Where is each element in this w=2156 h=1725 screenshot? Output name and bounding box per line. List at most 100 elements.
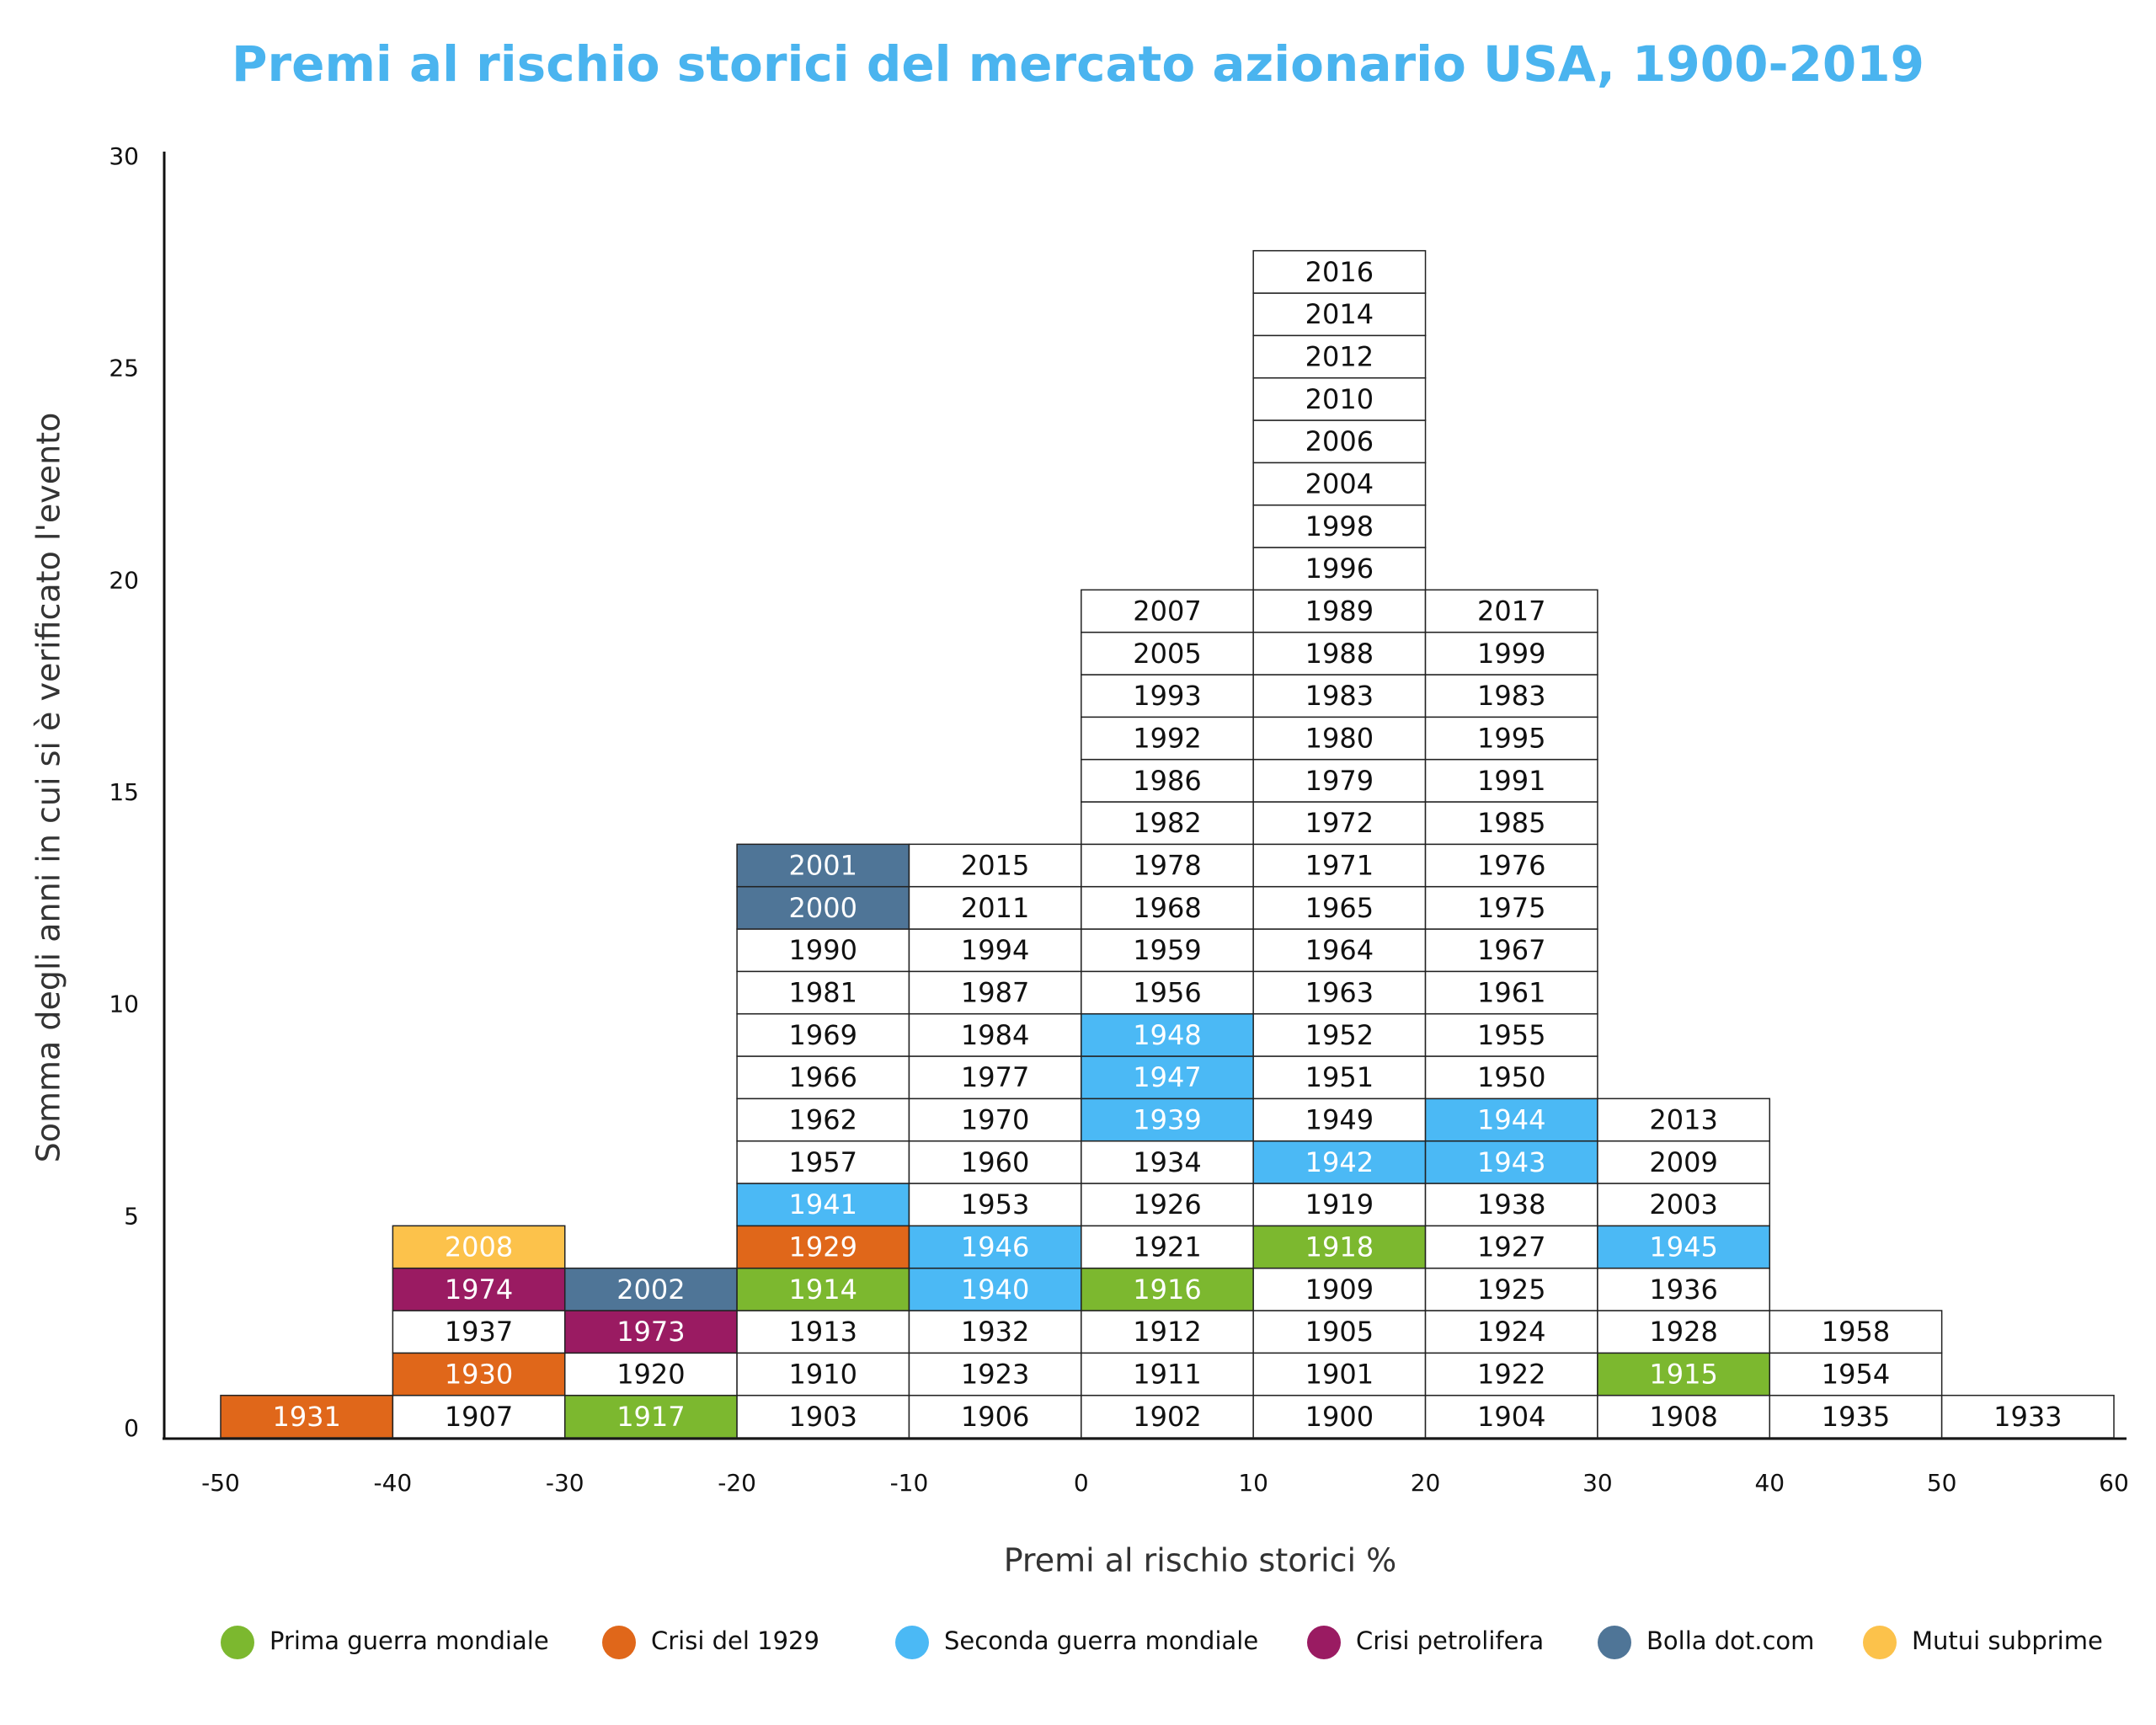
x-tick-label: 50 <box>1927 1469 1957 1497</box>
year-box <box>736 1267 910 1311</box>
year-box <box>392 1310 566 1354</box>
legend-marker <box>1307 1626 1341 1659</box>
year-label: 1941 <box>789 1188 857 1220</box>
year-label: 1909 <box>1305 1274 1374 1306</box>
legend-marker <box>602 1626 636 1659</box>
year-label: 1925 <box>1477 1274 1545 1306</box>
year-label: 1940 <box>961 1274 1029 1306</box>
year-box <box>1252 249 1427 294</box>
year-label: 1926 <box>1133 1188 1201 1220</box>
year-label: 1939 <box>1133 1104 1201 1136</box>
year-label: 1916 <box>1133 1274 1201 1306</box>
year-label: 2000 <box>789 892 857 924</box>
year-box <box>1252 1310 1427 1354</box>
year-label: 1930 <box>445 1359 513 1391</box>
year-label: 1955 <box>1477 1019 1545 1051</box>
year-box <box>1081 1394 1254 1439</box>
year-label: 1993 <box>1133 680 1201 712</box>
year-label: 1945 <box>1649 1231 1717 1263</box>
year-label: 1983 <box>1305 680 1374 712</box>
year-label: 1968 <box>1133 892 1201 924</box>
year-label: 1932 <box>961 1316 1029 1348</box>
legend-label: Crisi petrolifera <box>1356 1626 1544 1655</box>
year-box <box>736 843 910 888</box>
year-box <box>1081 1097 1254 1142</box>
year-label: 1907 <box>445 1401 513 1433</box>
x-axis-title: Premi al rischio storici % <box>1004 1542 1397 1579</box>
year-label: 1959 <box>1133 934 1201 966</box>
year-label: 1969 <box>789 1019 857 1051</box>
year-label: 1919 <box>1305 1188 1374 1220</box>
year-box <box>1081 801 1254 846</box>
year-label: 1920 <box>616 1359 685 1391</box>
year-label: 1943 <box>1477 1146 1545 1178</box>
year-label: 2003 <box>1649 1188 1717 1220</box>
year-box <box>563 1352 738 1397</box>
y-tick-label: 25 <box>109 355 139 382</box>
year-box <box>1940 1394 2115 1439</box>
year-box <box>908 843 1082 888</box>
legend-label: Seconda guerra mondiale <box>944 1626 1258 1655</box>
year-label: 1908 <box>1649 1401 1717 1433</box>
legend-label: Bolla dot.com <box>1646 1626 1814 1655</box>
year-box <box>1081 674 1254 718</box>
year-label: 1928 <box>1649 1316 1717 1348</box>
year-label: 1986 <box>1133 765 1201 797</box>
year-box <box>908 1140 1082 1184</box>
legend-label: Prima guerra mondiale <box>270 1626 549 1655</box>
year-box <box>1252 1183 1427 1227</box>
year-box <box>908 1097 1082 1142</box>
x-tick-label: 0 <box>1074 1469 1089 1497</box>
year-box <box>392 1225 566 1269</box>
year-box <box>736 1140 910 1184</box>
year-label: 1923 <box>961 1359 1029 1391</box>
year-label: 1936 <box>1649 1274 1717 1306</box>
year-box <box>1769 1352 1943 1397</box>
year-box <box>1597 1097 1771 1142</box>
year-label: 1976 <box>1477 850 1545 882</box>
year-label: 1918 <box>1305 1231 1374 1263</box>
legend-marker <box>221 1626 254 1659</box>
year-label: 1983 <box>1477 680 1545 712</box>
year-box <box>1424 1225 1598 1269</box>
year-box <box>1252 1140 1427 1184</box>
year-box <box>1081 1352 1254 1397</box>
year-label: 2001 <box>789 850 857 882</box>
legend-label: Crisi del 1929 <box>651 1626 819 1655</box>
year-label: 1991 <box>1477 765 1545 797</box>
year-label: 1953 <box>961 1188 1029 1220</box>
year-box <box>1252 419 1427 464</box>
year-box <box>1424 758 1598 803</box>
year-label: 1985 <box>1477 807 1545 839</box>
year-box <box>1597 1225 1771 1269</box>
year-label: 1911 <box>1133 1359 1201 1391</box>
year-box <box>1769 1310 1943 1354</box>
year-label: 1902 <box>1133 1401 1201 1433</box>
year-label: 1973 <box>616 1316 685 1348</box>
year-box <box>1252 547 1427 591</box>
year-box <box>736 1225 910 1269</box>
year-box <box>220 1394 394 1439</box>
year-box <box>563 1310 738 1354</box>
year-label: 2014 <box>1305 298 1374 330</box>
year-label: 1992 <box>1133 723 1201 755</box>
year-box <box>1424 843 1598 888</box>
year-label: 2012 <box>1305 341 1374 373</box>
year-box <box>908 1352 1082 1397</box>
year-label: 1935 <box>1822 1401 1890 1433</box>
year-label: 1922 <box>1477 1359 1545 1391</box>
year-label: 1970 <box>961 1104 1029 1136</box>
year-box <box>563 1267 738 1311</box>
year-box <box>1081 1267 1254 1311</box>
year-label: 2008 <box>445 1231 513 1263</box>
year-label: 2017 <box>1477 595 1545 628</box>
year-label: 2005 <box>1133 638 1201 670</box>
year-label: 1974 <box>445 1274 513 1306</box>
x-tick-label: 30 <box>1582 1469 1613 1497</box>
year-box <box>1597 1394 1771 1439</box>
year-label: 1982 <box>1133 807 1201 839</box>
year-box <box>736 1394 910 1439</box>
year-label: 1972 <box>1305 807 1374 839</box>
year-box <box>908 1055 1082 1100</box>
year-label: 1967 <box>1477 934 1545 966</box>
